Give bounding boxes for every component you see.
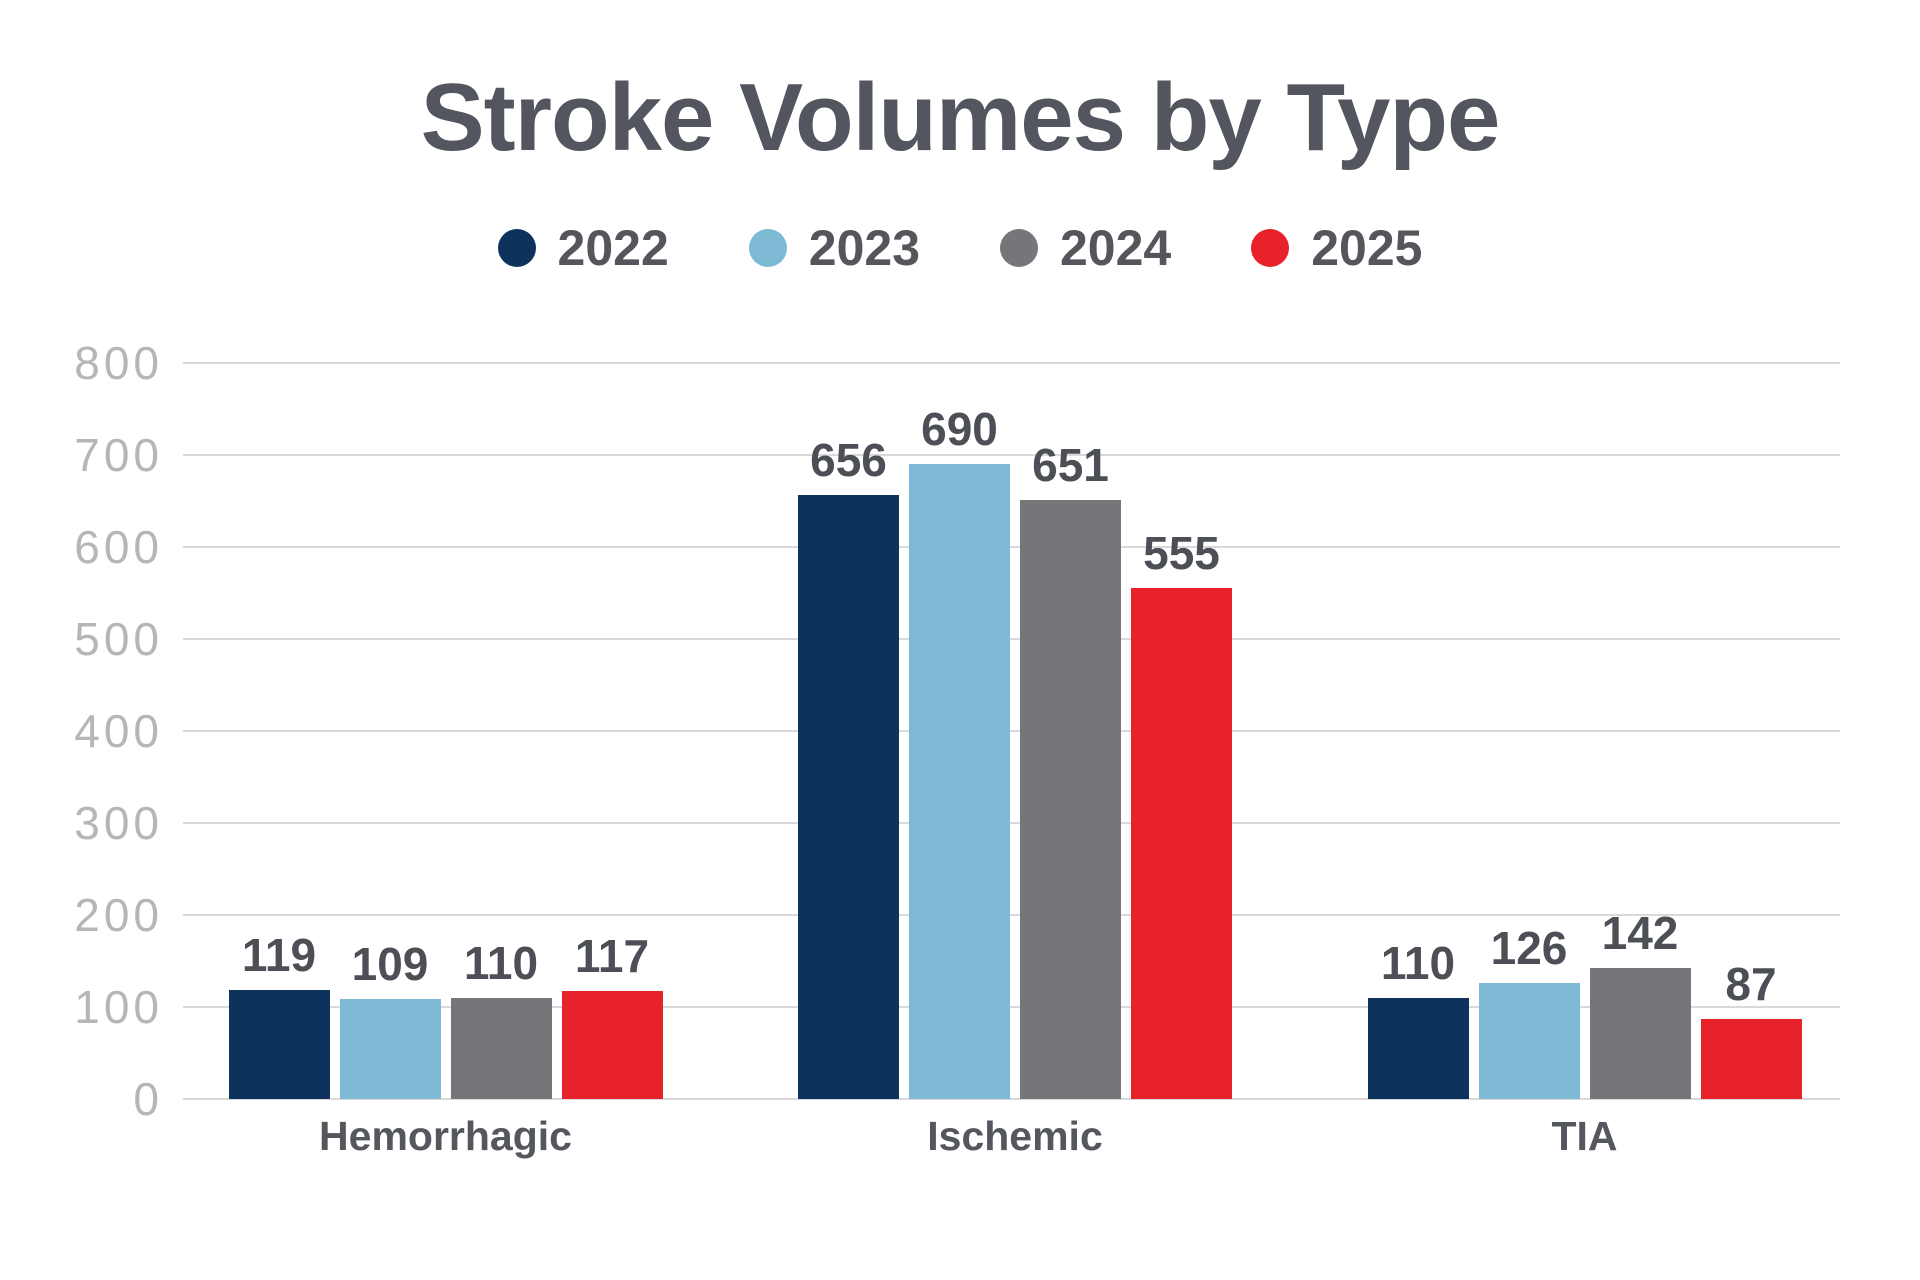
bar-value-label: 142 (1601, 907, 1679, 960)
gridline (183, 546, 1840, 548)
y-axis-tick-label: 800 (74, 337, 163, 389)
bar-tia-2022 (1367, 997, 1469, 1099)
legend-item-2025: 2025 (1251, 219, 1422, 277)
y-axis-tick-label: 600 (74, 521, 163, 573)
gridline (183, 730, 1840, 732)
plot-area: 0 100 200 300 400 500 600 700 800 119 109 110 117 Hem… (74, 337, 1840, 1159)
bar-value-label: 651 (1032, 439, 1109, 492)
y-axis-tick-label: 300 (74, 797, 163, 849)
gridline (183, 1098, 1840, 1100)
legend-dot-icon (1000, 229, 1038, 267)
gridline (183, 1006, 1840, 1008)
y-axis-tick-label: 0 (133, 1073, 163, 1125)
chart-legend: 2022 2023 2024 2025 (0, 219, 1920, 277)
y-axis-tick-label: 200 (74, 889, 163, 941)
bar-value-label: 690 (921, 403, 998, 456)
y-axis-tick-label: 500 (74, 613, 163, 665)
bar-ischemic-2025 (1131, 588, 1232, 1099)
bar-ischemic-2024 (1020, 500, 1121, 1099)
legend-dot-icon (497, 229, 536, 267)
legend-label: 2022 (557, 220, 669, 276)
bar-hemorrhagic-2022 (228, 989, 330, 1099)
bar-value-label: 110 (463, 936, 539, 989)
legend-item-2022: 2022 (497, 219, 669, 277)
bar-tia-2023 (1478, 983, 1580, 1099)
y-axis-tick-label: 400 (74, 705, 163, 757)
legend-label: 2023 (808, 220, 920, 276)
y-axis-tick-label: 100 (74, 981, 163, 1033)
gridline (183, 822, 1840, 824)
bar-value-label: 119 (241, 928, 317, 981)
bar-value-label: 110 (1380, 936, 1456, 989)
bar-hemorrhagic-2024 (450, 997, 552, 1099)
bar-value-label: 109 (351, 937, 429, 990)
bar-hemorrhagic-2025 (561, 991, 663, 1099)
y-axis-tick-label: 700 (74, 429, 163, 481)
bar-ischemic-2023 (909, 464, 1010, 1099)
bar-value-label: 117 (574, 930, 650, 983)
bar-value-label: 87 (1725, 957, 1777, 1010)
bar-value-label: 656 (810, 434, 887, 487)
legend-label: 2024 (1060, 220, 1172, 276)
gridline (183, 454, 1840, 456)
legend-label: 2025 (1311, 220, 1423, 276)
gridline (183, 638, 1840, 640)
gridline (183, 362, 1840, 364)
gridline (183, 914, 1840, 916)
bar-value-label: 126 (1490, 922, 1568, 975)
bar-tia-2024 (1589, 968, 1691, 1099)
bar-ischemic-2022 (798, 495, 899, 1099)
legend-item-2023: 2023 (748, 219, 920, 277)
category-label-tia: TIA (1551, 1113, 1618, 1159)
chart-title: Stroke Volumes by Type (420, 64, 1501, 171)
legend-dot-icon (748, 229, 787, 267)
legend-dot-icon (1251, 229, 1290, 267)
category-label-hemorrhagic: Hemorrhagic (319, 1113, 572, 1159)
bar-tia-2025 (1700, 1018, 1802, 1099)
legend-item-2024: 2024 (1000, 219, 1171, 277)
category-label-ischemic: Ischemic (927, 1113, 1103, 1159)
bar-hemorrhagic-2023 (339, 998, 441, 1099)
bar-value-label: 555 (1143, 527, 1220, 580)
